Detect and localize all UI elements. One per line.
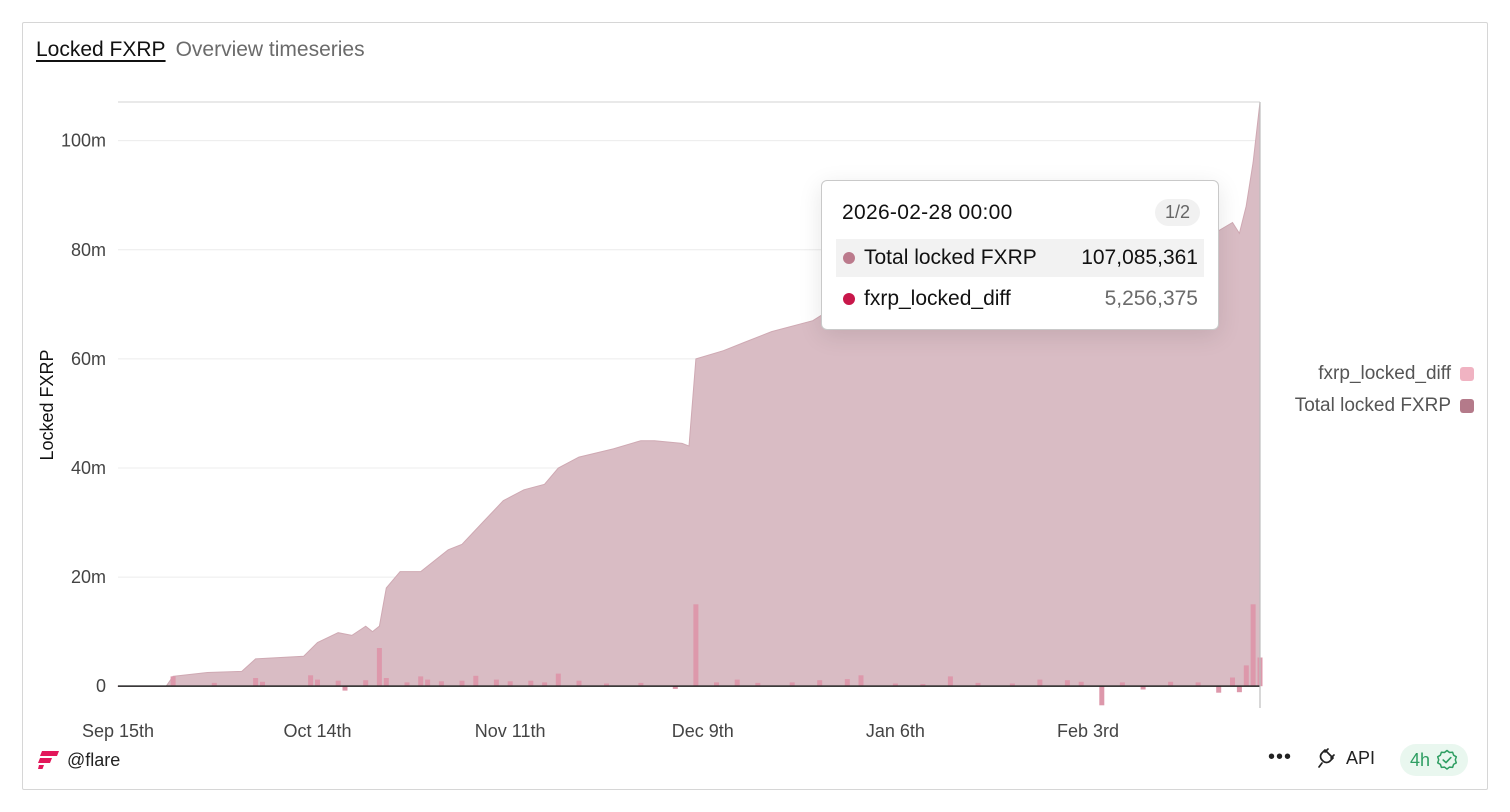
legend-swatch — [1460, 367, 1474, 381]
y-axis-label: Locked FXRP — [37, 349, 57, 460]
bar-locked-diff — [438, 681, 444, 687]
bar-locked-diff — [1250, 604, 1256, 687]
bar-locked-diff — [1099, 686, 1105, 706]
bar-locked-diff — [459, 680, 465, 687]
bar-locked-diff — [363, 680, 369, 687]
bar-locked-diff — [817, 680, 823, 687]
legend-label: Total locked FXRP — [1294, 395, 1451, 416]
refresh-interval: 4h — [1410, 749, 1431, 770]
y-tick-label: 60m — [71, 349, 106, 369]
bar-locked-diff — [693, 604, 699, 687]
x-tick-label: Feb 3rd — [1057, 721, 1119, 741]
check-badge-icon — [1436, 749, 1458, 770]
x-tick-label: Dec 9th — [672, 721, 734, 741]
bar-locked-diff — [576, 680, 582, 687]
bar-locked-diff — [604, 683, 609, 687]
legend-label: fxrp_locked_diff — [1318, 363, 1451, 384]
total-series-dot — [843, 252, 855, 264]
bar-locked-diff — [383, 678, 389, 687]
bar-locked-diff — [418, 676, 424, 687]
bar-locked-diff — [638, 682, 644, 687]
bar-locked-diff — [528, 680, 534, 687]
bar-locked-diff — [507, 681, 513, 687]
tooltip-series-value: 107,085,361 — [1081, 246, 1198, 269]
x-tick-label: Sep 15th — [82, 721, 154, 741]
bar-locked-diff — [473, 675, 479, 687]
tooltip-series-value: 5,256,375 — [1104, 287, 1198, 310]
refresh-badge[interactable]: 4h — [1400, 744, 1469, 776]
y-tick-label: 100m — [61, 131, 106, 151]
tooltip-series-name: Total locked FXRP — [864, 246, 1037, 269]
legend-item-total[interactable]: Total locked FXRP — [1295, 395, 1474, 417]
bar-locked-diff — [947, 676, 953, 687]
flare-logo-icon — [38, 751, 59, 769]
y-tick-label: 0 — [96, 676, 106, 696]
tooltip-page-indicator[interactable]: 1/2 — [1154, 199, 1200, 226]
bar-locked-diff — [714, 682, 719, 687]
chart-subtitle: Overview timeseries — [175, 38, 365, 61]
bar-locked-diff — [1243, 665, 1249, 687]
bar-locked-diff — [555, 673, 561, 687]
chart-title-link[interactable]: Locked FXRP — [36, 38, 166, 61]
bar-locked-diff — [425, 679, 431, 687]
bar-locked-diff — [892, 683, 898, 687]
bar-locked-diff — [170, 676, 176, 687]
diff-series-dot — [843, 293, 855, 305]
bar-locked-diff — [1009, 683, 1015, 687]
bar-locked-diff — [734, 679, 740, 687]
y-tick-label: 40m — [71, 458, 106, 478]
bar-locked-diff — [308, 675, 314, 687]
bar-locked-diff — [1168, 681, 1174, 687]
tooltip-series-name: fxrp_locked_diff — [864, 287, 1011, 310]
footer-user-handle[interactable]: @flare — [67, 750, 121, 770]
x-tick-label: Oct 14th — [283, 721, 351, 741]
bar-locked-diff — [404, 682, 410, 687]
bar-locked-diff — [253, 678, 259, 687]
bar-locked-diff — [1037, 679, 1043, 687]
bar-locked-diff — [260, 681, 265, 687]
bar-locked-diff — [1230, 677, 1235, 687]
bar-locked-diff — [315, 679, 320, 687]
legend-item-diff[interactable]: fxrp_locked_diff — [1318, 363, 1474, 385]
bar-locked-diff — [789, 682, 795, 687]
chart-tooltip: 2026-02-28 00:00 1/2 Total locked FXRP 1… — [821, 180, 1219, 330]
tooltip-date: 2026-02-28 00:00 — [842, 201, 1013, 224]
bar-locked-diff — [755, 682, 761, 687]
tooltip-row-total: Total locked FXRP 107,085,361 — [836, 239, 1204, 277]
y-tick-label: 80m — [71, 240, 106, 260]
legend-swatch — [1460, 399, 1474, 413]
tooltip-row-diff: fxrp_locked_diff 5,256,375 — [836, 280, 1204, 318]
bar-locked-diff — [1064, 680, 1070, 687]
bar-locked-diff — [672, 686, 678, 689]
bar-locked-diff — [1078, 681, 1084, 687]
bar-locked-diff — [342, 686, 348, 691]
bar-locked-diff — [858, 675, 864, 687]
bar-locked-diff — [1119, 682, 1125, 687]
api-plug-icon — [1318, 748, 1335, 768]
x-tick-label: Nov 11th — [475, 721, 546, 741]
bar-locked-diff — [1236, 686, 1242, 693]
api-label: API — [1346, 747, 1376, 768]
bar-locked-diff — [542, 682, 548, 687]
bar-locked-diff — [1140, 686, 1146, 690]
bar-locked-diff — [975, 682, 981, 687]
bar-locked-diff — [493, 679, 499, 687]
bar-locked-diff — [335, 680, 341, 687]
api-button[interactable]: API — [1318, 747, 1375, 769]
bar-locked-diff — [211, 682, 217, 687]
bar-locked-diff — [376, 648, 382, 687]
bar-locked-diff — [920, 684, 926, 687]
x-tick-label: Jan 6th — [866, 721, 925, 741]
chart-header: Locked FXRP Overview timeseries — [36, 38, 365, 62]
y-tick-label: 20m — [71, 567, 106, 587]
bar-locked-diff — [844, 679, 850, 687]
bar-locked-diff — [1195, 682, 1201, 687]
bar-locked-diff — [1216, 686, 1222, 693]
more-icon[interactable]: ••• — [1268, 746, 1293, 768]
